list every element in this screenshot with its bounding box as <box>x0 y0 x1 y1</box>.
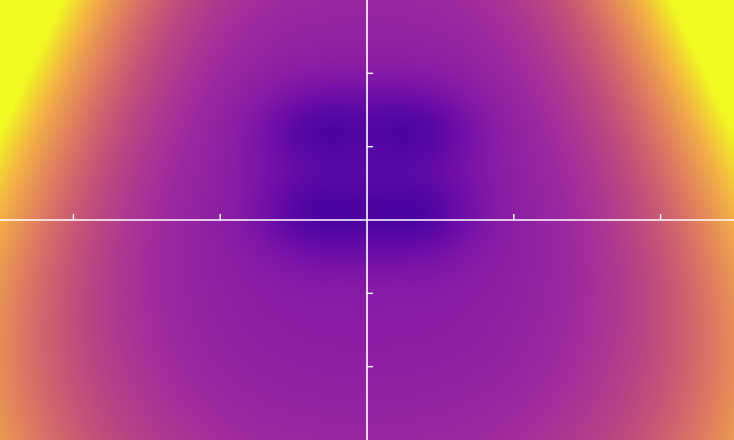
heatmap-chart <box>0 0 734 440</box>
